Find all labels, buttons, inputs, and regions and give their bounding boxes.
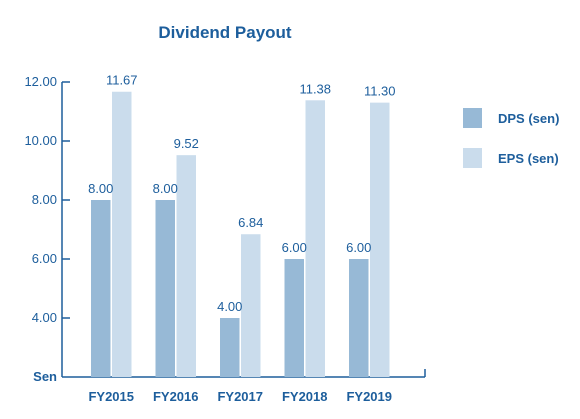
eps-value-label: 11.30: [364, 84, 396, 99]
eps-bar: [112, 91, 132, 378]
legend-swatch-eps: [463, 148, 482, 168]
category-label: FY2019: [346, 389, 392, 404]
y-tick-label: 4.00: [32, 310, 57, 325]
dps-bar: [220, 318, 240, 377]
y-tick-label: 6.00: [32, 251, 57, 266]
y-tick-label: 12.00: [24, 74, 57, 89]
dps-value-label: 6.00: [346, 240, 371, 255]
category-label: FY2015: [88, 389, 134, 404]
eps-value-label: 11.38: [299, 81, 331, 96]
y-tick-label: 8.00: [32, 192, 57, 207]
legend: DPS (sen) EPS (sen): [463, 108, 559, 168]
y-tick-label: 10.00: [24, 133, 57, 148]
eps-value-label: 9.52: [174, 136, 199, 151]
eps-value-label: 11.67: [106, 73, 138, 88]
legend-label-eps: EPS (sen): [498, 151, 559, 166]
dps-value-label: 6.00: [282, 240, 307, 255]
eps-value-label: 6.84: [238, 215, 263, 230]
dps-value-label: 8.00: [153, 181, 178, 196]
y-ticks: 12.00 10.00 8.00 6.00 4.00: [24, 74, 70, 325]
eps-bar: [176, 155, 196, 377]
bars: [91, 91, 390, 378]
dps-value-label: 8.00: [88, 181, 113, 196]
eps-bar: [305, 100, 325, 377]
category-label: FY2016: [153, 389, 199, 404]
y-axis-label: Sen: [33, 369, 57, 384]
dps-bar: [284, 259, 304, 377]
dps-bar: [155, 200, 175, 377]
dps-bar: [349, 259, 369, 377]
category-label: FY2017: [217, 389, 263, 404]
eps-bar: [370, 102, 390, 378]
legend-swatch-dps: [463, 108, 482, 128]
category-labels: FY2015 FY2016 FY2017 FY2018 FY2019: [88, 389, 392, 404]
category-label: FY2018: [282, 389, 328, 404]
eps-bar: [241, 234, 261, 377]
dps-value-label: 4.00: [217, 299, 242, 314]
chart-title: Dividend Payout: [158, 23, 292, 42]
legend-label-dps: DPS (sen): [498, 111, 559, 126]
data-labels: 8.00 11.67 8.00 9.52 4.00 6.84 6.00 11.38 6.00 11…: [88, 73, 395, 314]
dps-bar: [91, 200, 111, 377]
